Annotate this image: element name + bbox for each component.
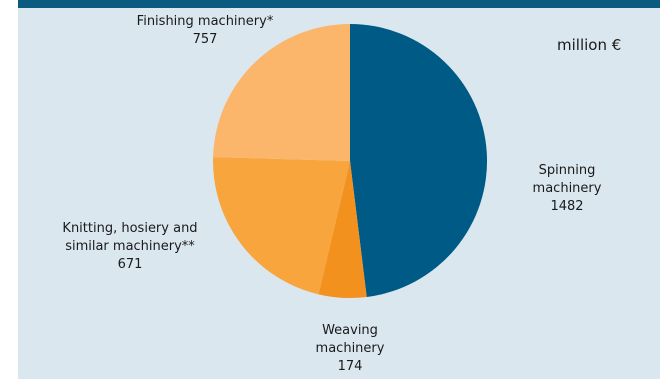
slice-value: 174 — [337, 359, 363, 374]
pie-slice-knitting — [213, 157, 350, 295]
slice-value: 671 — [117, 257, 143, 272]
slice-label-line: machinery — [315, 341, 385, 356]
pie-slices — [213, 23, 488, 299]
slice-label-weaving: Weaving machinery 174 — [280, 322, 420, 376]
pie-slice-weaving — [318, 161, 367, 299]
slice-label-line: machinery — [532, 181, 602, 196]
slice-label-finishing: Finishing machinery* 757 — [110, 13, 300, 49]
slice-label-line: similar machinery** — [65, 239, 195, 254]
slice-label-line: Knitting, hosiery and — [62, 221, 198, 236]
chart-top-bar — [18, 0, 660, 8]
slice-label-line: Finishing machinery* — [136, 14, 274, 29]
pie-slice-finishing — [213, 24, 350, 161]
unit-label: million € — [557, 36, 622, 54]
slice-label-knitting: Knitting, hosiery and similar machinery*… — [40, 220, 220, 274]
slice-value: 757 — [192, 32, 218, 47]
pie-slice-spinning — [350, 23, 488, 297]
slice-label-line: Weaving — [322, 323, 378, 338]
slice-value: 1482 — [550, 199, 584, 214]
slice-label-line: Spinning — [538, 163, 596, 178]
slice-label-spinning: Spinning machinery 1482 — [517, 162, 617, 216]
